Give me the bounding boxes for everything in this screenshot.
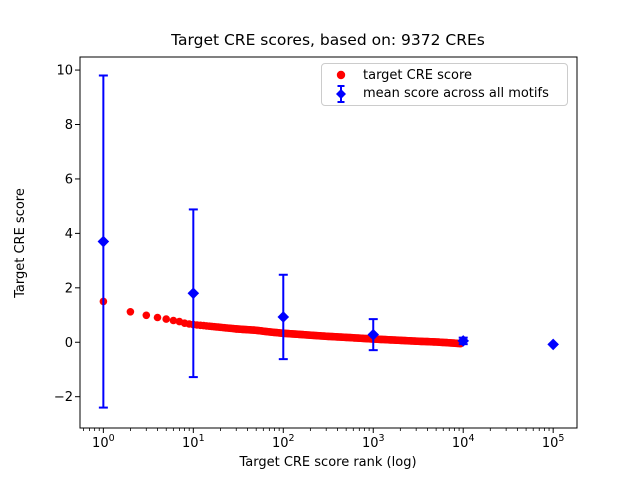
target-score-point: [153, 313, 162, 322]
legend-item-mean: mean score across all motifs: [330, 84, 567, 104]
x-tick-label: 102: [272, 433, 295, 451]
y-tick-label: 8: [65, 118, 73, 133]
mean-score-diamond: [277, 311, 290, 323]
x-tick-label: 104: [452, 433, 475, 451]
target-score-point: [162, 315, 170, 323]
x-tick-label: 103: [362, 433, 385, 451]
y-tick-label: 0: [65, 336, 73, 351]
legend-item-target: target CRE score: [330, 66, 567, 85]
x-tick-label: 101: [182, 433, 205, 451]
target-score-point: [142, 311, 151, 320]
y-tick-label: 6: [65, 172, 73, 187]
target-score-point: [126, 308, 135, 316]
target-score-point: [169, 316, 178, 325]
y-axis-label: Target CRE score: [13, 188, 28, 299]
x-axis-label: Target CRE score rank (log): [238, 455, 416, 470]
plot-frame: [79, 56, 578, 429]
legend-diamond: [336, 88, 346, 99]
y-tick-label: 4: [65, 227, 73, 242]
x-tick-label: 100: [92, 433, 115, 451]
mean-score-diamond: [457, 335, 470, 347]
y-tick-label: 10: [56, 64, 73, 79]
legend-diamond-errorbar-icon: [336, 84, 346, 103]
chart-title: Target CRE scores, based on: 9372 CREs: [170, 31, 485, 49]
legend: target CRE score mean score across all m…: [321, 63, 568, 106]
x-tick-label: 105: [542, 433, 565, 451]
mean-score-diamond: [97, 235, 110, 248]
legend-item-label: target CRE score: [363, 67, 473, 83]
mean-score-diamond: [367, 328, 380, 341]
y-tick-label: −2: [54, 390, 73, 405]
legend-circle-icon: [336, 71, 346, 80]
mean-score-diamond: [547, 338, 559, 351]
legend-item-label: mean score across all motifs: [363, 86, 549, 102]
mean-score-diamond: [187, 287, 200, 300]
y-tick-label: 2: [65, 281, 73, 296]
